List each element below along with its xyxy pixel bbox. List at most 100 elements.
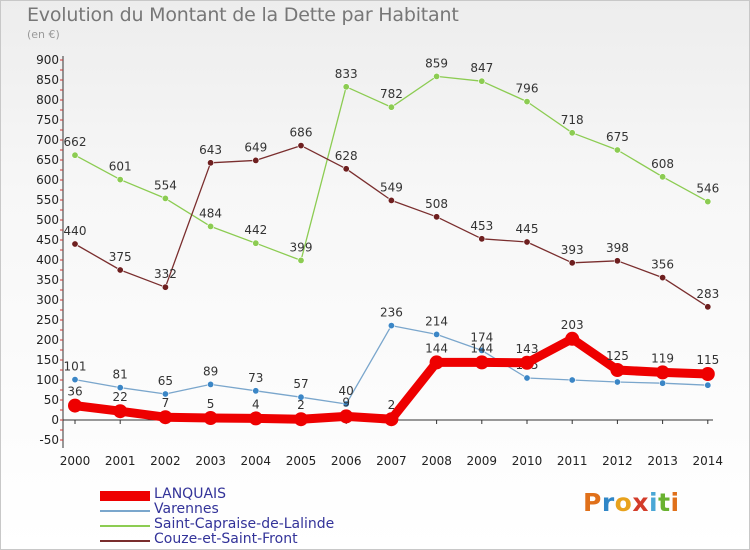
data-label: 2	[388, 398, 396, 412]
data-point	[297, 142, 305, 150]
data-label: 283	[696, 287, 719, 301]
data-point	[387, 322, 395, 330]
data-point	[297, 256, 305, 264]
series-varennes: 101816589735740236214174105	[64, 306, 712, 408]
y-tick-label: 650	[36, 153, 59, 167]
data-label: 7	[162, 396, 170, 410]
data-point	[71, 376, 79, 384]
data-label: 718	[561, 113, 584, 127]
x-tick-label: 2008	[421, 454, 452, 468]
data-point	[523, 374, 531, 382]
data-label: 554	[154, 178, 177, 192]
legend-swatch	[100, 510, 150, 512]
y-tick-label: 100	[36, 373, 59, 387]
data-label: 686	[290, 126, 313, 140]
data-point	[568, 129, 576, 137]
data-point	[161, 194, 169, 202]
data-label: 119	[651, 351, 674, 365]
data-point	[474, 355, 489, 370]
x-tick-label: 2012	[602, 454, 633, 468]
legend-label: Varennes	[154, 501, 219, 517]
data-point	[568, 259, 576, 267]
x-tick-label: 2014	[693, 454, 724, 468]
data-point	[478, 77, 486, 85]
data-point	[116, 176, 124, 184]
data-label: 546	[696, 182, 719, 196]
y-tick-label: 500	[36, 213, 59, 227]
data-label: 144	[425, 341, 448, 355]
data-point	[71, 151, 79, 159]
data-label: 356	[651, 258, 674, 272]
data-label: 101	[64, 360, 87, 374]
y-tick-label: 50	[44, 393, 59, 407]
legend-label: LANQUAIS	[154, 486, 227, 502]
data-label: 440	[64, 224, 87, 238]
data-point	[568, 376, 576, 384]
y-tick-label: 850	[36, 73, 59, 87]
data-point	[203, 411, 218, 425]
data-point	[429, 355, 444, 370]
data-label: 203	[561, 318, 584, 332]
data-point	[116, 266, 124, 274]
data-point	[478, 235, 486, 243]
data-point	[704, 198, 712, 206]
data-point	[433, 72, 441, 80]
data-label: 649	[244, 140, 267, 154]
data-point	[116, 384, 124, 392]
data-label: 22	[113, 390, 128, 404]
data-point	[565, 331, 580, 346]
y-tick-label: 700	[36, 133, 59, 147]
data-label: 442	[244, 223, 267, 237]
data-label: 601	[109, 160, 132, 174]
data-label: 662	[64, 135, 87, 149]
x-tick-label: 2003	[195, 454, 226, 468]
x-tick-label: 2007	[376, 454, 407, 468]
chart-title: Evolution du Montant de la Dette par Hab…	[27, 4, 459, 26]
data-point	[433, 213, 441, 221]
data-point	[252, 156, 260, 164]
data-label: 847	[470, 61, 493, 75]
x-tick-label: 2005	[286, 454, 317, 468]
x-tick-label: 2004	[241, 454, 272, 468]
data-point	[655, 365, 670, 380]
legend-swatch	[100, 540, 150, 542]
data-label: 399	[290, 240, 313, 254]
x-tick-label: 2011	[557, 454, 588, 468]
data-label: 125	[606, 349, 629, 363]
data-label: 833	[335, 67, 358, 81]
data-label: 859	[425, 56, 448, 70]
series-saint-capraise-de-lalinde: 662 601 554 484 442 399 833 782 859 847 796 718 675 6…	[64, 56, 719, 264]
data-label: 144	[470, 341, 493, 355]
data-point	[68, 398, 82, 413]
proxiti-logo: Proxiti	[583, 488, 680, 517]
data-label: 5	[207, 397, 215, 411]
data-point	[387, 196, 395, 204]
data-label: 608	[651, 157, 674, 171]
data-point	[71, 240, 79, 248]
data-label: 796	[516, 82, 539, 96]
data-point	[520, 355, 534, 370]
data-label: 508	[425, 197, 448, 211]
x-tick-label: 2009	[467, 454, 498, 468]
unit-label: (en €)	[27, 28, 60, 41]
data-point	[158, 410, 173, 425]
data-point	[161, 390, 169, 398]
data-label: 4	[252, 397, 260, 411]
y-tick-label: 150	[36, 353, 59, 367]
y-tick-label: 900	[36, 53, 59, 67]
data-point	[704, 381, 712, 389]
data-point	[523, 238, 531, 246]
legend-swatch	[100, 525, 150, 527]
series-lanquais: 36 22 7 5 4 2 9 2 144 144 143 203 125 119 115	[67, 318, 719, 427]
data-point	[207, 222, 215, 230]
data-label: 214	[425, 314, 448, 328]
data-point	[387, 103, 395, 111]
data-label: 453	[470, 219, 493, 233]
data-label: 393	[561, 243, 584, 257]
data-label: 332	[154, 267, 177, 281]
data-label: 40	[339, 384, 354, 398]
data-point	[294, 412, 308, 427]
data-point	[161, 283, 169, 291]
y-tick-label: 450	[36, 233, 59, 247]
